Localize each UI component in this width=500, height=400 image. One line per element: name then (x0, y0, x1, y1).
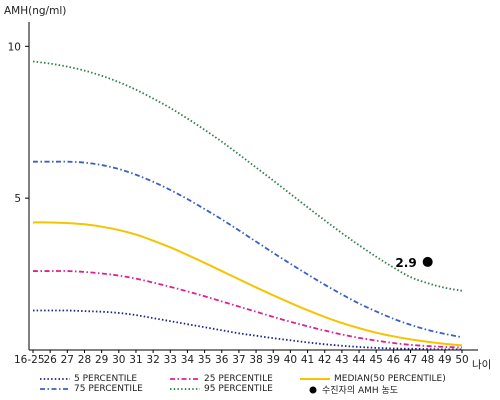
x-tick-label: 31 (129, 354, 142, 366)
x-tick-label: 43 (335, 354, 348, 366)
legend-swatch (300, 377, 330, 380)
y-tick-label: 10 (8, 41, 21, 53)
series-lines (32, 60, 463, 351)
legend-item: 75 PERCENTILE (40, 382, 143, 395)
legend-swatch (40, 377, 70, 380)
legend-item: 수진자의 AMH 농도 (308, 383, 398, 396)
x-tick-label: 35 (198, 354, 211, 366)
y-tick-label: 5 (14, 193, 21, 205)
x-tick-label: 34 (181, 354, 195, 366)
legend-label: 수진자의 AMH 농도 (322, 386, 399, 396)
x-tick-label: 36 (215, 354, 229, 366)
x-tick-label: 47 (404, 354, 417, 366)
x-tick-label: 41 (301, 354, 314, 366)
patient-amh-value-label: 2.9 (395, 256, 416, 270)
legend-label: 75 PERCENTILE (74, 383, 143, 394)
x-tick-label: 26 (43, 354, 57, 366)
patient-point-layer: 2.9 (395, 256, 433, 270)
series-line-median-50-percentile (32, 221, 463, 347)
x-tick-label: 48 (421, 354, 434, 366)
x-tick-label: 39 (267, 354, 280, 366)
x-tick-label: 30 (112, 354, 125, 366)
legend-swatch (40, 387, 70, 390)
y-ticks: 5 10 (8, 41, 29, 205)
series-line-5-percentile (32, 309, 463, 351)
legend-label: 5 PERCENTILE (74, 373, 138, 384)
x-tick-label: 40 (284, 354, 297, 366)
legend: 5 PERCENTILE 75 PERCENTILE 25 PERCENTILE 95… (0, 370, 500, 400)
legend-item: 5 PERCENTILE (40, 372, 137, 385)
legend-swatch (170, 377, 200, 380)
x-axis-title: 나이 (472, 359, 491, 371)
legend-label: 95 PERCENTILE (204, 383, 273, 394)
x-tick-label: 42 (318, 354, 331, 366)
legend-item: MEDIAN(50 PERCENTILE) (300, 372, 446, 385)
x-tick-label: 46 (387, 354, 401, 366)
x-tick-label: 29 (95, 354, 108, 366)
x-tick-label: 45 (370, 354, 383, 366)
x-tick-label: 38 (249, 354, 262, 366)
legend-item: 25 PERCENTILE (170, 372, 273, 385)
legend-swatch (170, 387, 200, 390)
legend-item: 95 PERCENTILE (170, 382, 273, 395)
x-tick-label: 27 (61, 354, 74, 366)
legend-point-swatch (309, 386, 317, 393)
y-axis-title: AMH(ng/ml) (4, 5, 66, 17)
patient-amh-point (422, 256, 433, 267)
x-tick-label: 37 (232, 354, 245, 366)
series-line-25-percentile (33, 270, 463, 349)
series-line-75-percentile (33, 160, 463, 339)
x-tick-label: 50 (455, 354, 468, 366)
x-tick-label: 49 (438, 354, 451, 366)
x-tick-label: 33 (164, 354, 177, 366)
legend-label: MEDIAN(50 PERCENTILE) (334, 373, 446, 384)
x-tick-label: 44 (352, 354, 366, 366)
x-tick-label: 32 (146, 354, 159, 366)
legend-label: 25 PERCENTILE (204, 373, 273, 384)
x-tick-label: 28 (78, 354, 91, 366)
series-line-95-percentile (32, 60, 463, 292)
x-tick-label: 16-25 (14, 354, 45, 366)
axes: AMH(ng/ml) 나이 (4, 5, 491, 371)
